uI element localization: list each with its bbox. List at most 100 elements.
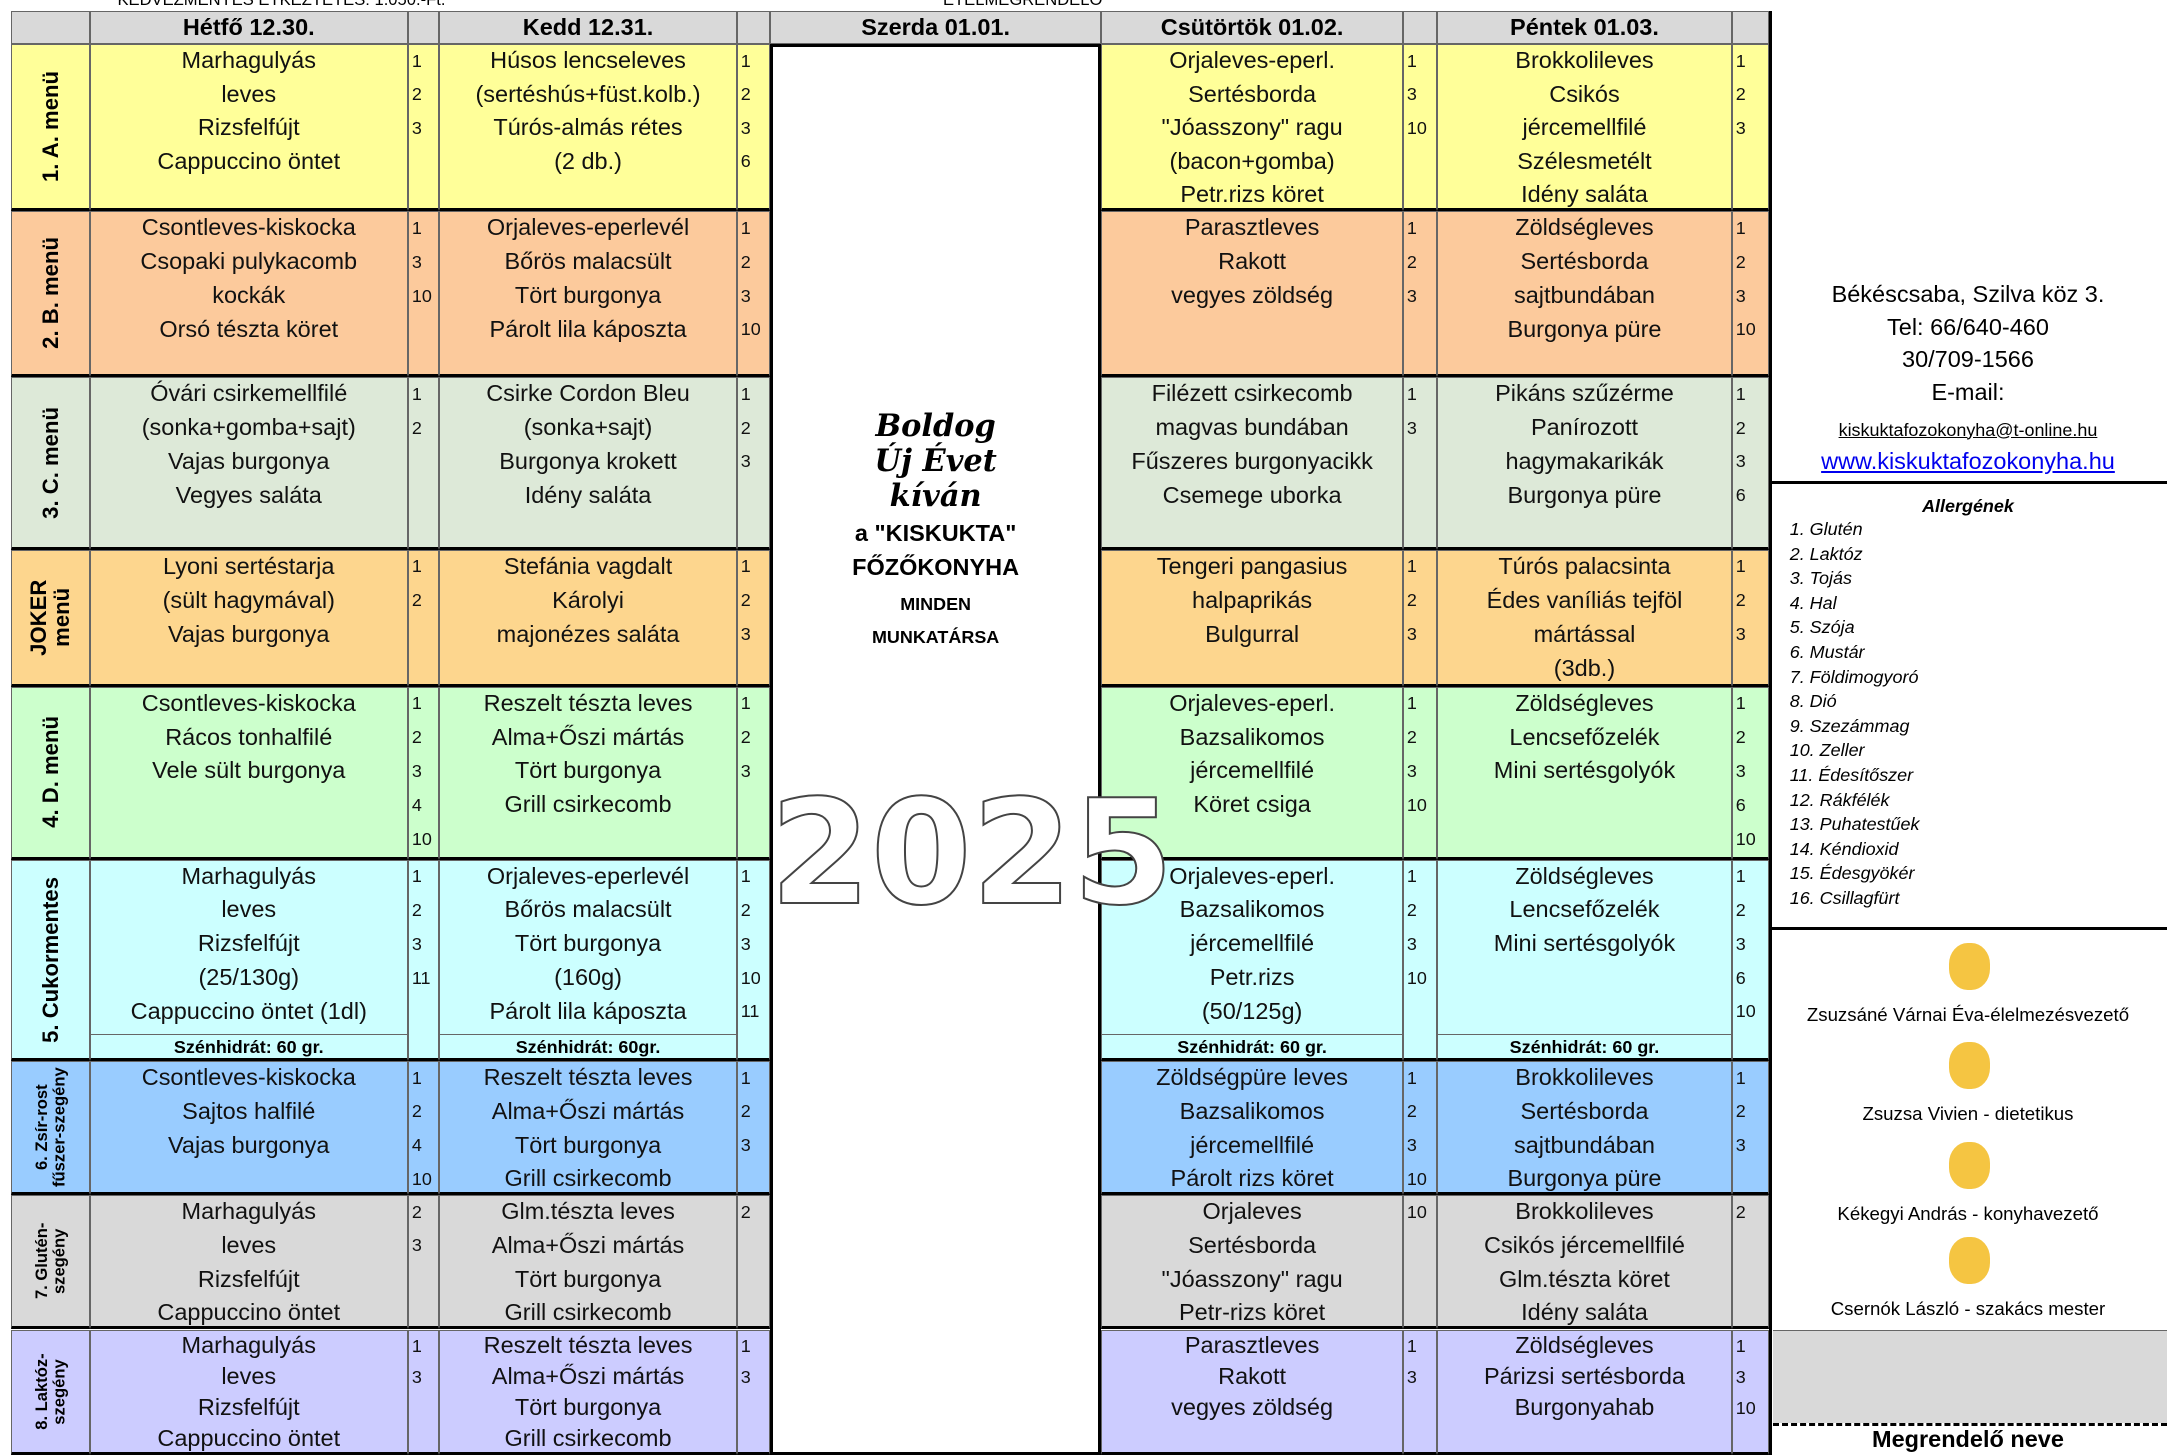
menu-label-text: 2. B. menü [37,237,63,350]
food-item: (3db.) [1553,654,1616,681]
allergen-number: 3 [740,1135,751,1155]
greeting-small: MUNKATÁRSA [871,626,1000,647]
allergen-item: 3. Tojás [1789,568,1852,589]
allergen-cell [407,377,440,551]
food-cell [1437,550,1732,687]
allergen-number: 1 [1406,865,1417,886]
allergen-number: 3 [740,451,751,472]
allergen-number: 3 [1406,1135,1417,1155]
allergen-number: 3 [1735,624,1746,645]
food-item: Csikós jércemellfilé [1483,1231,1685,1258]
allergen-cell [1731,44,1769,212]
food-item: jércemellfilé [1190,1131,1315,1158]
allergen-number: 10 [740,319,761,340]
allergen-number: 3 [740,1366,751,1387]
food-item: Károlyi [552,586,624,613]
allergen-number: 1 [740,1335,751,1356]
food-item: Orjaleves-eperl. [1169,689,1335,716]
menu-label-text: JOKER menü [26,579,75,656]
allergen-number: 2 [740,899,751,920]
food-item: Sertésborda [1520,1097,1649,1124]
food-item: Csemege uborka [1162,481,1342,508]
food-item: Rakott [1218,1363,1287,1390]
food-item: Zöldségleves [1515,689,1654,716]
allergen-cell [736,859,770,1062]
allergen-number: 2 [411,84,422,105]
food-item: Mini sertésgolyók [1493,757,1676,784]
allergen-number: 2 [1735,84,1746,105]
food-item: Alma+Őszi mártás [491,723,685,750]
food-item: Bazsalikomos [1179,1097,1325,1124]
allergen-number: 3 [1735,451,1746,472]
allergen-item: 1. Glutén [1789,519,1863,540]
allergen-item: 4. Hal [1789,592,1837,613]
food-item: (sült hagymával) [162,586,335,613]
allergen-number: 1 [1735,556,1746,577]
contact-address: Békéscsaba, Szilva köz 3. [1831,280,2105,307]
allergen-number: 3 [411,1235,422,1256]
allergen-number: 6 [1735,485,1746,506]
allergen-number: 1 [1735,50,1746,71]
greeting-script: Boldog [875,407,996,444]
allergen-cell [736,550,770,687]
allergen-number: 1 [1735,1067,1746,1088]
food-item: Idény saláta [1521,181,1648,208]
staff-icon [1948,1141,1991,1189]
food-item: Parasztleves [1184,214,1320,241]
allergen-number: 1 [1735,383,1746,404]
food-item: Cappuccino öntet [157,1299,341,1326]
allergen-cell [1731,211,1769,378]
food-item: Alma+Őszi mártás [491,1231,685,1258]
food-cell [89,550,408,687]
food-item: Csontleves-kiskocka [141,1064,356,1091]
food-item: Reszelt tészta leves [483,689,693,716]
allergen-number: 2 [411,417,422,438]
allergen-item: 5. Szója [1789,617,1855,638]
allergen-cell [407,1061,440,1196]
food-item: Parasztleves [1184,1332,1320,1359]
allergen-item: 13. Puhatestűek [1789,814,1920,835]
food-item: Párolt rizs köret [1170,1165,1334,1192]
food-item: Glm.tészta leves [501,1198,675,1225]
food-cell [89,1195,408,1330]
allergen-number: 1 [411,50,422,71]
food-item: Cappuccino öntet [157,147,341,174]
food-item: Bőrös malacsült [504,896,672,923]
carb-line [1437,1033,1732,1059]
allergen-cell [1731,1061,1769,1196]
staff-name: Zsuzsáné Várnai Éva-élelmezésvezető [1806,1003,2130,1025]
allergen-item: 10. Zeller [1789,740,1865,761]
food-item: sajtbundában [1513,1131,1655,1158]
food-cell [439,211,737,378]
food-item: Idény saláta [1521,1299,1648,1326]
allergen-cell [1402,44,1438,212]
food-item: mártással [1533,620,1636,647]
food-item: Lencsefőzelék [1509,723,1660,750]
food-item: Tört burgonya [514,282,662,309]
allergen-number: 1 [740,50,751,71]
food-item: Marhagulyás [181,862,316,889]
greeting-year: 2025 [769,769,1175,939]
allergen-number: 3 [1735,1366,1746,1387]
greeting-line: a "KISKUKTA" [854,519,1017,546]
allergen-number: 10 [1406,1168,1427,1189]
allergen-cell [407,686,440,860]
allergen-number: 2 [1735,1101,1746,1122]
food-item: jércemellfilé [1190,757,1315,784]
food-item: leves [221,896,277,923]
carb-info: Szénhidrát: 60 gr. [173,1037,324,1058]
food-item: Túrós-almás rétes [493,114,683,141]
allergen-number: 3 [411,117,422,138]
top-note: ÉTELMEGRENDELŐ [884,0,1160,10]
allergen-cell [736,1195,770,1330]
food-item: Marhagulyás [181,47,316,74]
allergen-number: 10 [1735,319,1756,340]
food-item: Sertésborda [1188,1231,1317,1258]
allergen-number: 2 [740,417,751,438]
allergen-number: 2 [1406,251,1417,272]
allergen-cell [1731,377,1769,551]
greeting-line: FŐZŐKONYHA [852,554,1020,581]
food-item: Brokkolileves [1515,47,1654,74]
food-item: Alma+Őszi mártás [491,1363,685,1390]
food-item: Reszelt tészta leves [483,1064,693,1091]
